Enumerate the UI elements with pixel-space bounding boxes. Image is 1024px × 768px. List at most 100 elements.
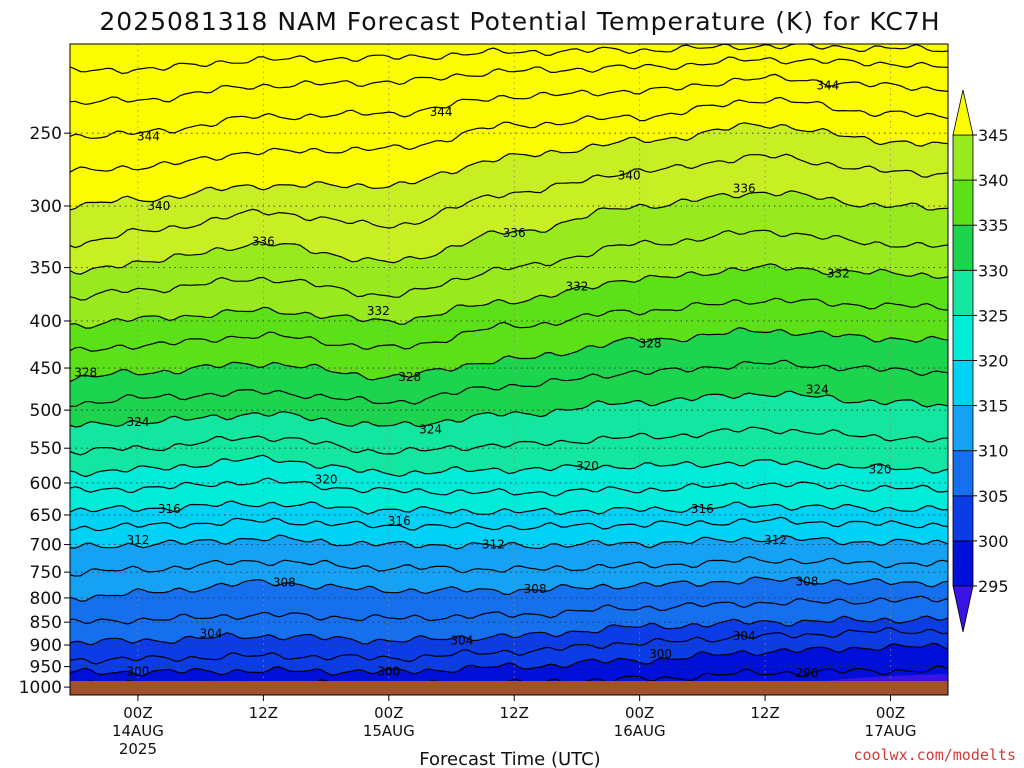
contour-label: 344 — [430, 105, 453, 119]
colorbar-segment — [952, 360, 974, 406]
contour-label: 316 — [691, 502, 714, 516]
contour-line — [70, 534, 948, 550]
surface-bar — [70, 681, 948, 695]
y-tick-label: 950 — [30, 658, 62, 678]
x-tick-label: 2025 — [119, 740, 157, 758]
colorbar-label: 295 — [978, 577, 1009, 596]
y-tick-label: 1000 — [19, 678, 62, 698]
colorbar-label: 305 — [978, 487, 1009, 506]
colorbar-label: 340 — [978, 171, 1009, 190]
colorbar-label: 315 — [978, 397, 1009, 416]
contour-line — [70, 297, 948, 352]
contour-label: 336 — [733, 181, 756, 195]
contour-line — [70, 263, 948, 329]
contour-line — [70, 56, 948, 106]
x-tick-label: 15AUG — [363, 722, 415, 740]
contour-label: 312 — [482, 538, 505, 552]
colorbar-arrow-bottom — [952, 585, 974, 633]
contour-line — [70, 359, 948, 408]
y-tick-label: 550 — [30, 439, 62, 459]
x-tick-label: 17AUG — [865, 722, 917, 740]
contour-label: 328 — [639, 336, 662, 350]
contour-label: 336 — [503, 226, 526, 240]
contour-label: 304 — [200, 627, 223, 641]
x-tick-label: 16AUG — [614, 722, 666, 740]
colorbar-label: 335 — [978, 216, 1009, 235]
colorbar: 295 300 305 310 315 320 325 330 335 340 345 — [952, 89, 1009, 633]
contour-line — [70, 96, 948, 173]
contour-label: 328 — [398, 370, 421, 384]
colorbar-segment — [952, 540, 974, 587]
contour-line — [70, 595, 948, 625]
contour-label: 312 — [126, 533, 149, 547]
contour-line — [70, 229, 948, 301]
contour-line — [70, 556, 948, 577]
x-tick-label: 00Z — [625, 704, 654, 722]
y-tick-label: 750 — [30, 563, 62, 583]
contour-label: 320 — [315, 473, 338, 487]
x-tick-label: 12Z — [750, 704, 779, 722]
contour-line — [70, 190, 948, 275]
contour-line — [70, 500, 948, 516]
colorbar-label: 345 — [978, 126, 1009, 145]
contour-label: 324 — [126, 415, 149, 429]
contour-label: 324 — [806, 383, 829, 397]
contour-label: 344 — [816, 79, 839, 93]
colorbar-segment — [952, 269, 974, 316]
contour-line — [70, 477, 948, 497]
colorbar-segment — [952, 495, 974, 542]
contour-line — [70, 576, 948, 602]
contour-line — [70, 454, 948, 478]
y-tick-label: 350 — [30, 259, 62, 279]
contour-label: 332 — [367, 304, 390, 318]
contour-line — [70, 642, 948, 677]
contour-line — [70, 390, 948, 428]
colorbar-label: 320 — [978, 352, 1009, 371]
contour-label: 332 — [565, 280, 588, 294]
contour-label: 316 — [158, 502, 181, 516]
contour-line — [70, 627, 948, 665]
contour-label: 308 — [524, 582, 547, 596]
contour-label: 344 — [137, 129, 160, 143]
contour-label: 340 — [618, 169, 641, 183]
contour-line — [70, 326, 948, 383]
x-tick-label: 00Z — [123, 704, 152, 722]
x-tick-label: 14AUG — [112, 722, 164, 740]
contour-label: 300 — [126, 665, 149, 679]
colorbar-segment — [952, 450, 974, 497]
y-tick-label: 450 — [30, 359, 62, 379]
chart-title: 2025081318 NAM Forecast Potential Temper… — [99, 7, 940, 36]
contour-label: 320 — [869, 462, 892, 476]
colorbar-segment — [952, 314, 974, 361]
contour-line — [70, 44, 948, 75]
contour-label: 340 — [147, 199, 170, 213]
contour-lines — [70, 44, 948, 690]
contour-label: 336 — [252, 235, 275, 249]
x-tick-label: 12Z — [500, 704, 529, 722]
colorbar-label: 300 — [978, 532, 1009, 551]
filled-contours — [70, 44, 948, 695]
contour-line — [70, 426, 948, 456]
x-tick-label: 12Z — [249, 704, 278, 722]
colorbar-segment — [952, 134, 974, 181]
contour-label: 304 — [733, 629, 756, 643]
x-tick-label: 00Z — [374, 704, 403, 722]
y-tick-label: 800 — [30, 589, 62, 609]
colorbar-label: 330 — [978, 261, 1009, 280]
contour-label: 316 — [388, 514, 411, 528]
contour-line — [70, 615, 948, 646]
plot-frame — [69, 43, 949, 696]
contour-label: 324 — [419, 423, 442, 437]
contour-line — [70, 73, 948, 139]
y-tick-label: 250 — [30, 124, 62, 144]
colorbar-segment — [952, 224, 974, 271]
contour-label: 320 — [576, 459, 599, 473]
colorbar-segment — [952, 405, 974, 452]
contour-line — [70, 122, 948, 211]
colorbar-segment — [952, 179, 974, 226]
contour-label: 312 — [764, 533, 787, 547]
contour-label: 308 — [273, 576, 296, 590]
y-axis: 250 300 350 400 450 500 550 600 650 700 750 800 850 9… — [19, 124, 70, 698]
x-tick-label: 00Z — [876, 704, 905, 722]
